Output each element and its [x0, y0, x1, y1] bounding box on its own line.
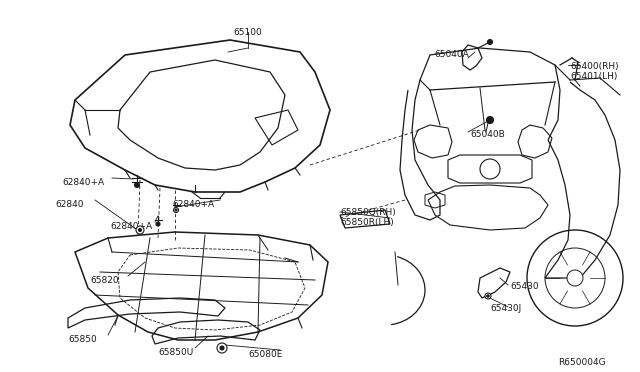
Text: 62840+A: 62840+A — [110, 222, 152, 231]
Circle shape — [138, 228, 141, 231]
Text: 65850: 65850 — [68, 335, 97, 344]
Text: 62840+A: 62840+A — [62, 178, 104, 187]
Circle shape — [567, 270, 583, 286]
Circle shape — [156, 222, 160, 226]
Circle shape — [136, 226, 144, 234]
Text: 65400(RH): 65400(RH) — [570, 62, 619, 71]
Text: 65401(LH): 65401(LH) — [570, 72, 618, 81]
Text: 65100: 65100 — [234, 28, 262, 37]
Circle shape — [488, 39, 493, 45]
Text: 65040A: 65040A — [434, 50, 468, 59]
Text: 65040B: 65040B — [470, 130, 505, 139]
Circle shape — [220, 346, 224, 350]
Circle shape — [173, 208, 179, 212]
Circle shape — [486, 116, 493, 124]
Text: R650004G: R650004G — [558, 358, 605, 367]
Text: 65820: 65820 — [90, 276, 118, 285]
Text: 65850R(LH): 65850R(LH) — [340, 218, 394, 227]
Text: 65850U: 65850U — [158, 348, 193, 357]
Text: 65430J: 65430J — [490, 304, 521, 313]
Circle shape — [217, 343, 227, 353]
Text: 65850Q(RH): 65850Q(RH) — [340, 208, 396, 217]
Circle shape — [175, 209, 177, 211]
Text: 65430: 65430 — [510, 282, 539, 291]
Text: 62840+A: 62840+A — [172, 200, 214, 209]
Circle shape — [485, 293, 491, 299]
Circle shape — [487, 295, 489, 297]
Text: 62840: 62840 — [55, 200, 83, 209]
Circle shape — [134, 183, 140, 187]
Text: 65080E: 65080E — [248, 350, 282, 359]
